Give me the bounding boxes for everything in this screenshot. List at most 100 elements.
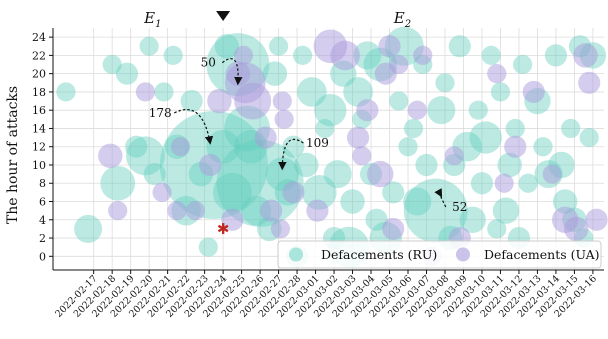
ua-bubble (306, 199, 329, 222)
ua-bubble (564, 216, 589, 242)
ru-bubble (297, 77, 327, 107)
legend-swatch-ru (289, 247, 303, 262)
ru-bubble (365, 208, 388, 231)
ru-bubble (154, 82, 174, 102)
ru-bubble (403, 178, 468, 243)
legend-box (277, 240, 602, 269)
ru-bubble (403, 187, 432, 216)
ua-bubble (382, 217, 405, 240)
ru-bubble (163, 45, 183, 65)
ua-bubble (221, 208, 244, 231)
ua-bubble (487, 64, 507, 84)
ru-bubble (216, 139, 304, 227)
ua-bubble (585, 208, 608, 231)
ru-bubble (561, 118, 581, 139)
y-tick-label: 12 (32, 141, 46, 154)
legend: Defacements (RU) Defacements (UA) (277, 240, 602, 269)
ru-bubble (435, 73, 455, 93)
ru-bubble (398, 137, 418, 157)
ru-bubble (294, 152, 319, 178)
y-tick-label: 20 (32, 68, 46, 81)
ru-bubble (301, 174, 337, 210)
ua-bubble (170, 137, 191, 157)
ua-bubble (522, 80, 545, 104)
ua-bubble (578, 71, 601, 94)
ua-bubble (272, 91, 292, 111)
annotation-arrow (434, 188, 447, 208)
ru-bubble (513, 54, 533, 75)
ru-bubble (389, 91, 409, 111)
ru-bubble (268, 36, 289, 56)
ua-bubble (260, 199, 283, 222)
ru-bubble (180, 89, 203, 113)
ua-bubble (135, 82, 156, 102)
ru-bubble (56, 82, 76, 102)
ru-bubble (125, 135, 148, 158)
series-ua (98, 29, 608, 266)
ua-bubble (542, 164, 562, 184)
annotation-arrow (173, 108, 214, 145)
ru-bubble (487, 219, 507, 239)
ru-bubble (212, 172, 252, 212)
ua-bubble (413, 45, 433, 65)
annotation-label-52: 52 (452, 200, 467, 214)
ru-bubble (415, 153, 438, 177)
ua-bubble (356, 99, 379, 122)
legend-label-ua: Defacements (UA) (484, 247, 600, 262)
ru-bubble (198, 237, 218, 257)
event-label-2: E2 (393, 9, 411, 30)
ru-bubble (74, 214, 103, 243)
ru-bubble (505, 118, 525, 139)
ru-bubble (125, 136, 165, 176)
ua-bubble (389, 54, 409, 75)
ua-bubble (233, 45, 254, 65)
ru-bubble (518, 173, 538, 193)
y-tick-label: 22 (32, 49, 46, 62)
ua-bubble (504, 135, 527, 158)
y-tick-label: 8 (39, 177, 46, 190)
ua-bubble (352, 146, 372, 166)
ru-bubble (102, 54, 122, 75)
ru-bubble (497, 152, 522, 178)
ru-bubble (427, 96, 456, 125)
ru-bubble (115, 62, 139, 85)
ru-bubble (314, 94, 347, 127)
ua-bubble (108, 201, 128, 221)
legend-swatch-ua (456, 247, 470, 262)
ru-bubble (262, 61, 288, 86)
annotation-label-50: 50 (201, 56, 216, 70)
ua-bubble (444, 146, 464, 166)
ua-bubble (494, 173, 514, 193)
chart-extras: ✱ 178 50 109 52 E1 E2 (143, 9, 467, 238)
annotation-arrow (221, 58, 243, 86)
ua-bubble (282, 181, 305, 204)
annotation-label-109: 109 (306, 136, 329, 150)
ru-bubble (353, 41, 382, 70)
ru-bubble (448, 35, 471, 58)
y-tick-label: 2 (39, 232, 46, 245)
ua-bubble (98, 143, 123, 169)
ru-bubble (469, 121, 502, 154)
ru-bubble (492, 197, 520, 224)
ru-bubble (544, 44, 568, 67)
ru-bubble (481, 45, 501, 65)
ru-bubble (403, 118, 424, 139)
ru-bubble (459, 206, 486, 233)
axes: 0246810121416182022242022-02-172022-02-1… (32, 28, 604, 320)
ru-bubble (100, 165, 136, 201)
ru-bubble (533, 137, 553, 157)
ua-bubble (152, 182, 172, 202)
ru-bubble (382, 181, 405, 204)
ru-bubble (490, 82, 511, 102)
ua-bubble (367, 160, 394, 188)
y-tick-label: 0 (39, 250, 46, 263)
y-tick-label: 4 (39, 214, 46, 227)
ua-bubble (378, 35, 401, 58)
annotation-label-178: 178 (149, 106, 172, 120)
ua-bubble (407, 100, 427, 120)
ua-bubble (274, 109, 294, 129)
ru-bubble (552, 189, 578, 214)
y-tick-label: 16 (32, 104, 46, 117)
ru-bubble (323, 160, 352, 189)
